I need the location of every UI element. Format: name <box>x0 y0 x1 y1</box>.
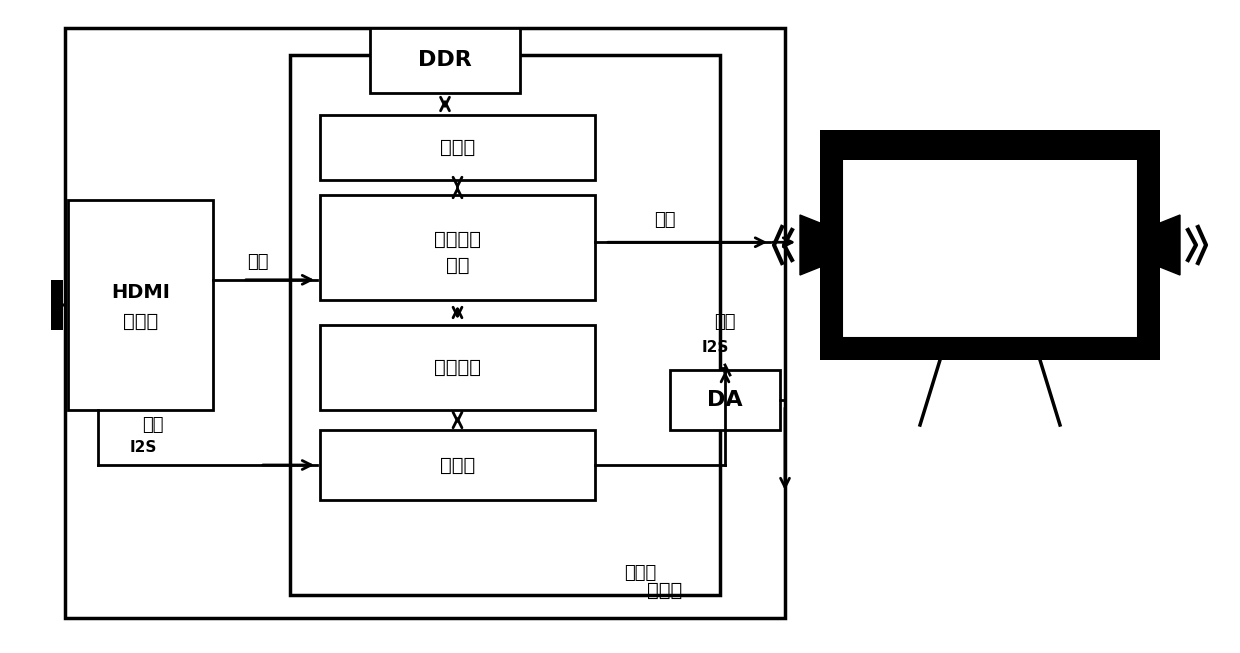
Text: HDMI: HDMI <box>112 283 170 302</box>
Text: 视频处理: 视频处理 <box>434 230 481 249</box>
Text: DA: DA <box>707 390 743 410</box>
Polygon shape <box>800 215 820 275</box>
Bar <box>820 130 1159 160</box>
Text: 解码器: 解码器 <box>123 311 159 330</box>
Text: I2S: I2S <box>702 340 729 355</box>
Text: 音频: 音频 <box>143 416 164 434</box>
Text: 视频: 视频 <box>247 253 269 271</box>
Bar <box>670 370 780 430</box>
Text: 控制器: 控制器 <box>440 138 475 157</box>
Text: 系统板: 系统板 <box>647 581 683 599</box>
Text: 存储器: 存储器 <box>440 456 475 475</box>
Bar <box>320 430 595 500</box>
Text: 单元: 单元 <box>445 256 469 275</box>
Bar <box>842 152 1138 338</box>
Bar <box>370 28 520 93</box>
Bar <box>320 115 595 180</box>
Text: 音频: 音频 <box>714 313 735 331</box>
Text: I2S: I2S <box>129 441 156 456</box>
Bar <box>320 325 595 410</box>
Text: DDR: DDR <box>418 50 472 71</box>
Bar <box>51 280 63 330</box>
Bar <box>68 200 213 410</box>
Text: 视频: 视频 <box>655 212 676 229</box>
Bar <box>64 28 785 618</box>
Text: 处理器: 处理器 <box>624 564 656 582</box>
Polygon shape <box>1159 215 1180 275</box>
Bar <box>820 130 1159 360</box>
Bar <box>290 55 720 595</box>
Bar <box>320 195 595 300</box>
Text: 同步模块: 同步模块 <box>434 358 481 377</box>
